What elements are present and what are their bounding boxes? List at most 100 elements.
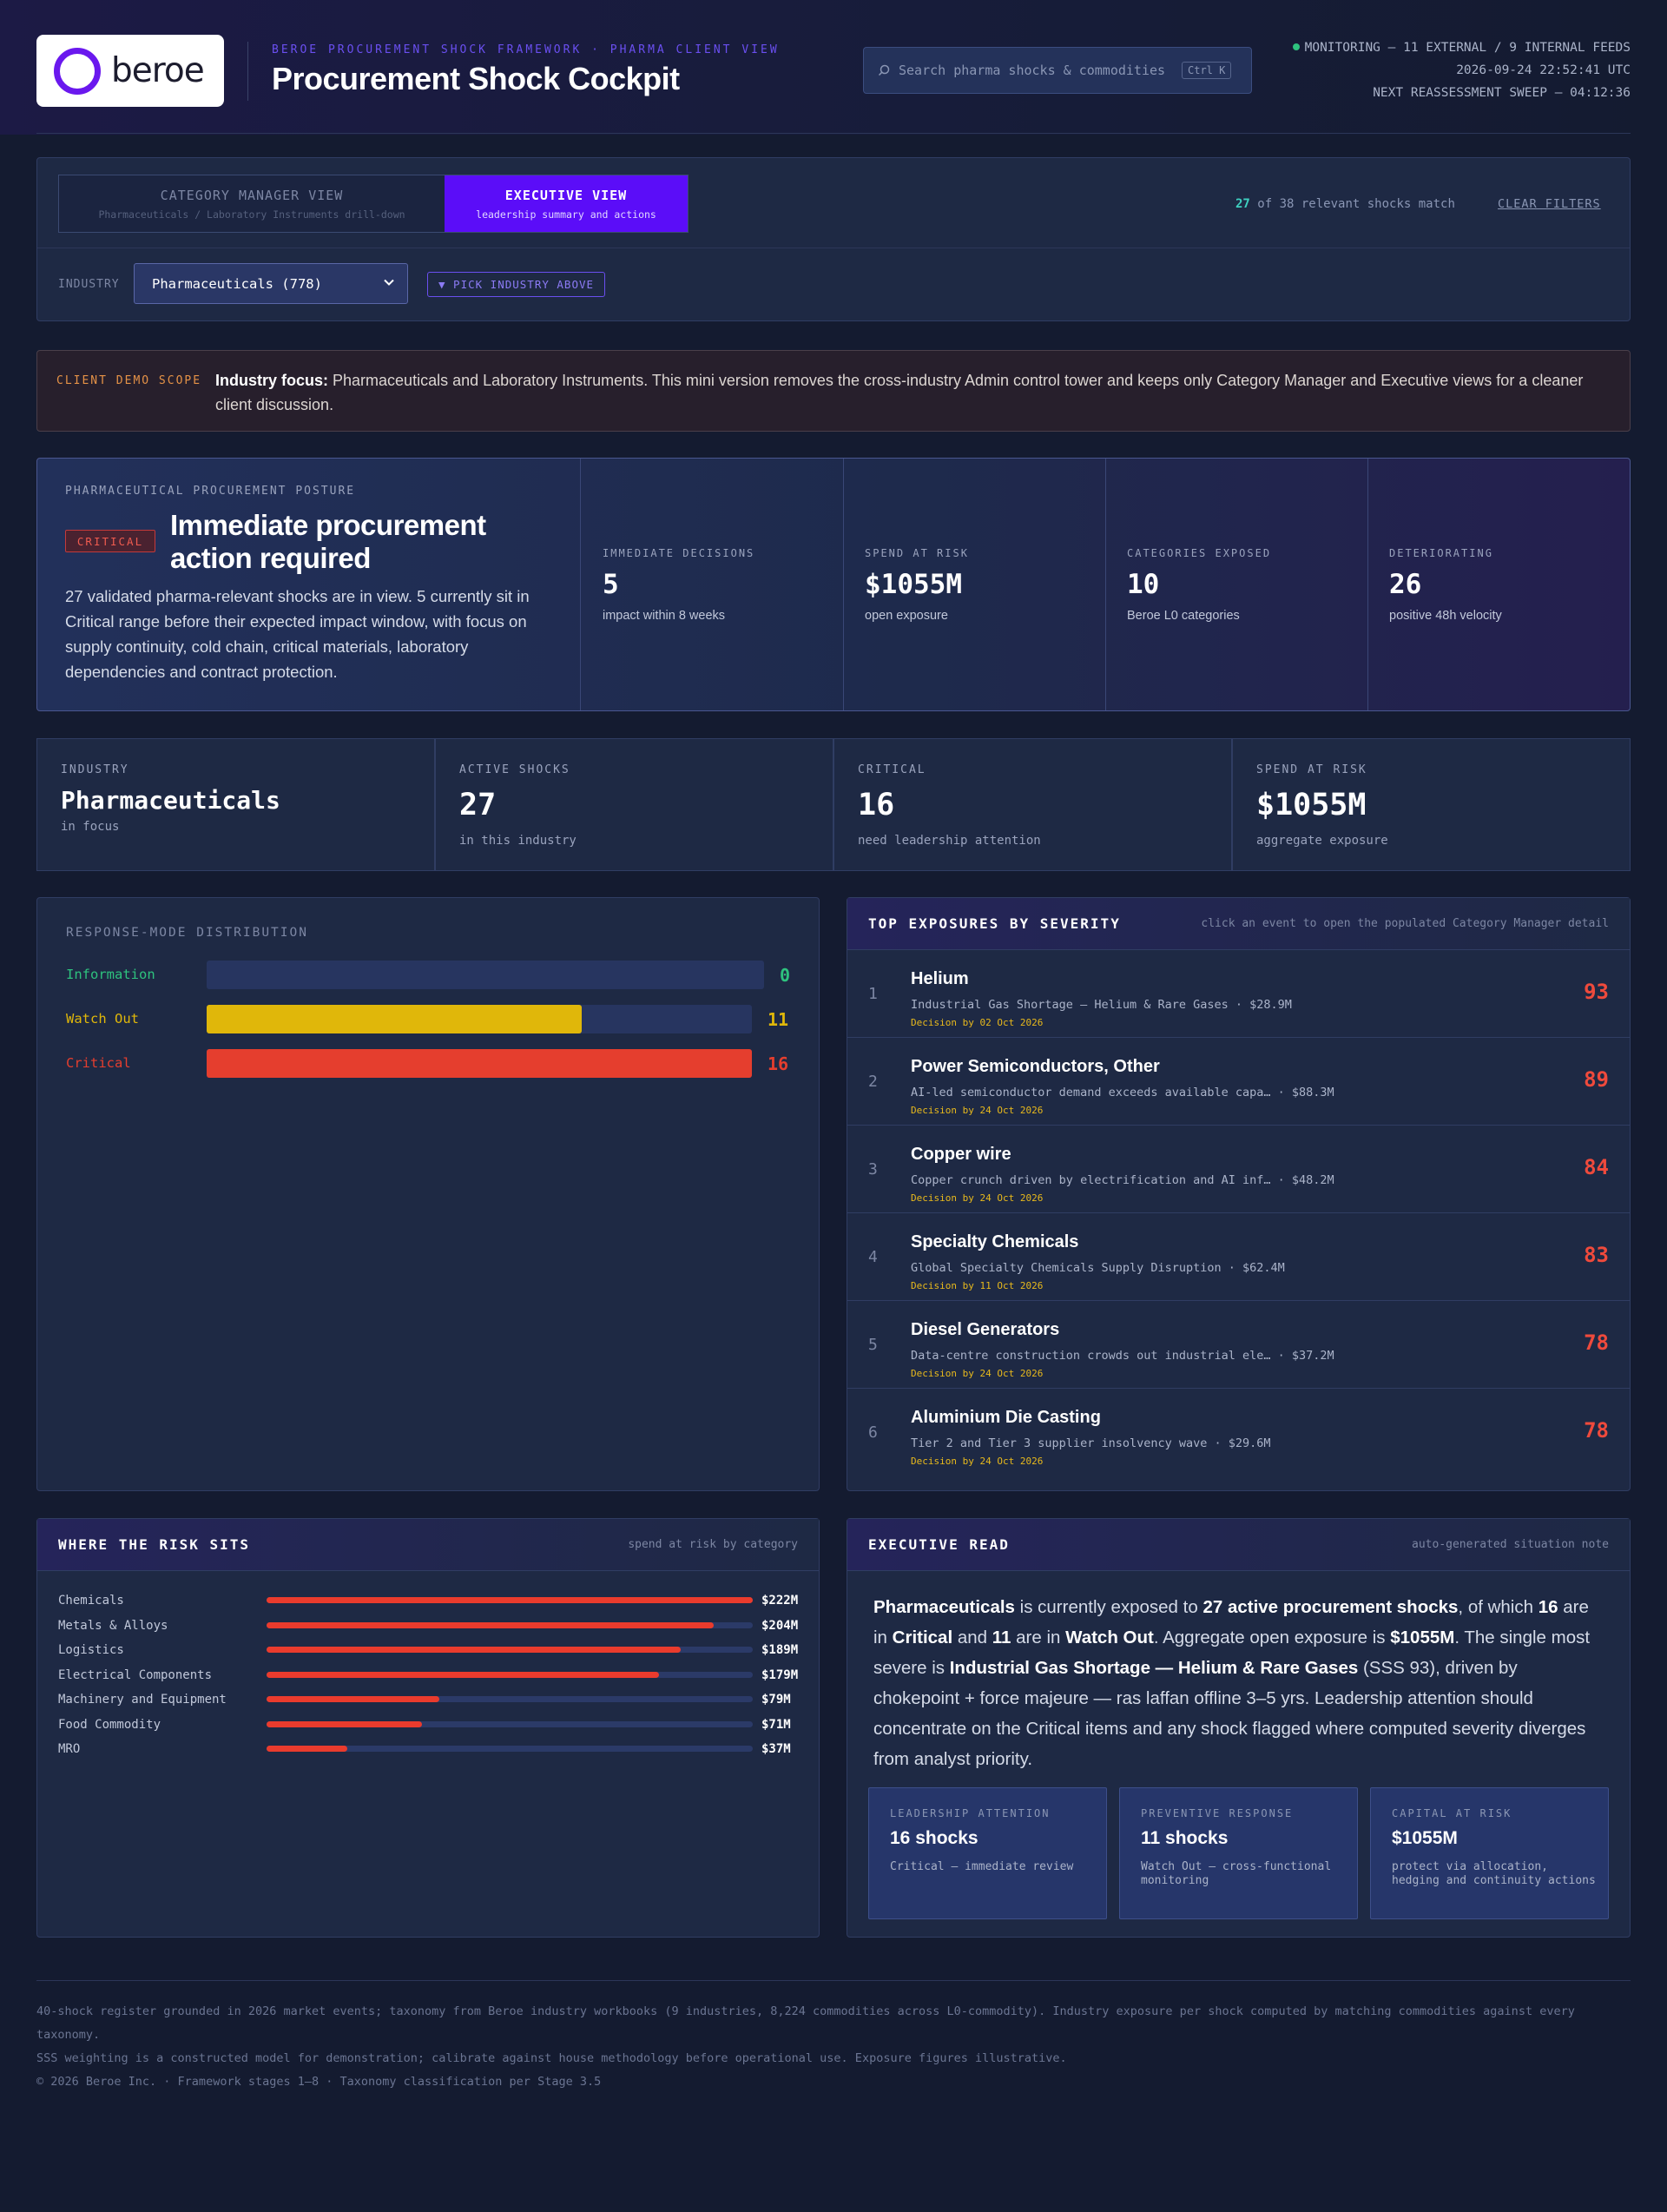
card-value: 11 shocks (1141, 1828, 1229, 1848)
read-text-segment: are in (873, 1597, 1589, 1647)
exposure-decision-date: Decision by 24 Oct 2026 (911, 1192, 1044, 1204)
stat-sub: aggregate exposure (1256, 834, 1388, 848)
distribution-track (207, 1049, 752, 1078)
read-text-segment: . Aggregate open exposure is (1153, 1628, 1391, 1647)
distribution-label: Information (66, 967, 155, 982)
card-label: LEADERSHIP ATTENTION (890, 1807, 1051, 1819)
severity-score: 78 (1584, 1418, 1609, 1443)
stat-critical: CRITICAL 16 need leadership attention (834, 738, 1232, 871)
distribution-title: RESPONSE-MODE DISTRIBUTION (66, 926, 308, 940)
risk-value: $79M (761, 1693, 791, 1707)
kpi-sub: open exposure (865, 609, 948, 623)
monitoring-status: MONITORING — 11 EXTERNAL / 9 INTERNAL FE… (1292, 36, 1631, 59)
risk-category-row: Machinery and Equipment $79M (58, 1687, 800, 1711)
read-highlight: 11 (992, 1628, 1011, 1647)
exposure-rank: 6 (868, 1423, 878, 1442)
risk-category-label: Metals & Alloys (58, 1618, 168, 1633)
exposure-item[interactable]: 6 Aluminium Die Casting Tier 2 and Tier 3 … (847, 1389, 1630, 1476)
exposure-item[interactable]: 2 Power Semiconductors, Other AI-led semic… (847, 1038, 1630, 1126)
exposure-item[interactable]: 1 Helium Industrial Gas Shortage — Helium … (847, 950, 1630, 1038)
exposure-rank: 1 (868, 985, 878, 1003)
read-text-segment: , of which (1458, 1597, 1539, 1617)
exposures-header: TOP EXPOSURES BY SEVERITY click an event… (847, 898, 1630, 950)
exposure-item[interactable]: 4 Specialty Chemicals Global Specialty Che… (847, 1213, 1630, 1301)
demo-label: CLIENT DEMO SCOPE (56, 374, 202, 387)
risk-bar (267, 1671, 659, 1678)
tab-category-manager-view[interactable]: CATEGORY MANAGER VIEW Pharmaceuticals / … (59, 175, 445, 232)
read-text-segment: (SSS 93), driven by chokepoint + force m… (873, 1658, 1586, 1769)
severity-score: 89 (1584, 1067, 1609, 1092)
read-highlight: $1055M (1390, 1628, 1455, 1647)
pick-industry-button[interactable]: ▼ PICK INDUSTRY ABOVE (427, 272, 606, 297)
card-sub: protect via allocation, hedging and cont… (1392, 1860, 1596, 1887)
exposure-description: Industrial Gas Shortage — Helium & Rare … (911, 998, 1292, 1012)
risk-bar (267, 1720, 423, 1727)
stat-label: INDUSTRY (61, 763, 129, 776)
search-input[interactable] (899, 63, 1176, 78)
risk-value: $189M (761, 1643, 799, 1657)
risk-category-row: Food Commodity $71M (58, 1712, 800, 1736)
client-demo-scope-banner: CLIENT DEMO SCOPE Industry focus: Pharma… (36, 350, 1631, 432)
stat-label: SPEND AT RISK (1256, 763, 1367, 776)
read-header: EXECUTIVE READ auto-generated situation … (847, 1519, 1630, 1571)
filter-panel: CATEGORY MANAGER VIEW Pharmaceuticals / … (36, 157, 1631, 321)
card-leadership-attention: LEADERSHIP ATTENTION 16 shocks Critical … (868, 1787, 1107, 1919)
header-eyebrow: BEROE PROCUREMENT SHOCK FRAMEWORK · PHAR… (272, 43, 780, 56)
match-count: 27 of 38 relevant shocks match (1235, 197, 1455, 211)
risk-value: $179M (761, 1667, 799, 1682)
stat-sub: need leadership attention (858, 834, 1041, 848)
view-tabs: CATEGORY MANAGER VIEW Pharmaceuticals / … (58, 175, 689, 233)
risk-category-row: MRO $37M (58, 1736, 800, 1760)
top-exposures-panel: TOP EXPOSURES BY SEVERITY click an event… (847, 897, 1631, 1491)
exposure-decision-date: Decision by 11 Oct 2026 (911, 1280, 1044, 1291)
footer: 40-shock register grounded in 2026 marke… (36, 2000, 1631, 2094)
exposure-rank: 5 (868, 1336, 878, 1354)
logo-text: beroe (111, 51, 205, 90)
industry-label: INDUSTRY (58, 278, 120, 291)
kpi-immediate-decisions: IMMEDIATE DECISIONS 5 impact within 8 we… (582, 459, 844, 710)
kpi-value: $1055M (865, 569, 962, 600)
card-value: $1055M (1392, 1828, 1458, 1848)
status-badge: CRITICAL (65, 530, 155, 552)
stat-value: 27 (459, 788, 497, 822)
tab-subtitle: Pharmaceuticals / Laboratory Instruments… (98, 208, 405, 221)
severity-score: 84 (1584, 1155, 1609, 1179)
risk-bar (267, 1696, 440, 1702)
exposure-item[interactable]: 5 Diesel Generators Data-centre constructi… (847, 1301, 1630, 1389)
kpi-categories-exposed: CATEGORIES EXPOSED 10 Beroe L0 categorie… (1106, 459, 1368, 710)
exposure-rank: 2 (868, 1073, 878, 1091)
risk-track (267, 1746, 753, 1752)
exposure-name: Aluminium Die Casting (911, 1408, 1101, 1427)
distribution-track (207, 961, 764, 989)
risk-value: $204M (761, 1618, 799, 1633)
risk-category-row: Metals & Alloys $204M (58, 1613, 800, 1637)
stat-label: CRITICAL (858, 763, 926, 776)
kpi-value: 26 (1389, 569, 1422, 600)
exposure-item[interactable]: 3 Copper wire Copper crunch driven by elec… (847, 1126, 1630, 1213)
search-box[interactable]: Ctrl K (863, 47, 1252, 94)
clear-filters-link[interactable]: CLEAR FILTERS (1498, 197, 1601, 211)
distribution-value: 16 (768, 1053, 789, 1074)
exposure-rank: 3 (868, 1160, 878, 1179)
industry-selected-value: Pharmaceuticals (778) (152, 275, 322, 292)
beroe-logo[interactable]: beroe (36, 35, 224, 107)
risk-category-row: Logistics $189M (58, 1637, 800, 1661)
stat-industry: INDUSTRY Pharmaceuticals in focus (36, 738, 435, 871)
tab-subtitle: leadership summary and actions (476, 208, 656, 221)
card-value: 16 shocks (890, 1828, 978, 1848)
distribution-value: 0 (780, 965, 791, 986)
kpi-spend-at-risk: SPEND AT RISK $1055M open exposure (844, 459, 1106, 710)
kpi-label: SPEND AT RISK (865, 547, 969, 559)
exposure-name: Specialty Chemicals (911, 1232, 1079, 1251)
tab-title: EXECUTIVE VIEW (504, 187, 628, 203)
industry-select[interactable]: Pharmaceuticals (778) (134, 263, 408, 304)
read-highlight: Watch Out (1065, 1628, 1154, 1647)
demo-bold: Industry focus: (215, 372, 329, 389)
severity-score: 78 (1584, 1331, 1609, 1355)
response-mode-distribution-panel: RESPONSE-MODE DISTRIBUTION Information 0 W… (36, 897, 820, 1491)
exposure-decision-date: Decision by 24 Oct 2026 (911, 1105, 1044, 1116)
tab-executive-view[interactable]: EXECUTIVE VIEW leadership summary and ac… (445, 175, 688, 232)
exposures-hint: click an event to open the populated Cat… (1201, 917, 1609, 930)
risk-track (267, 1720, 753, 1727)
executive-read-text: Pharmaceuticals is currently exposed to … (873, 1592, 1607, 1774)
